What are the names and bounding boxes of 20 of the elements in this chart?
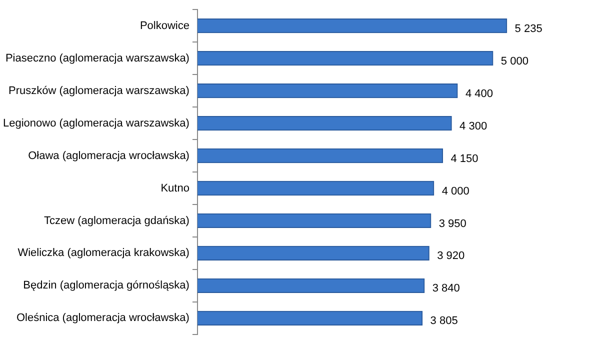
data-label: 3 805 [430, 315, 458, 328]
y-tick-label: Wieliczka (aglomeracja krakowska) [18, 247, 190, 260]
data-label: 3 950 [438, 218, 466, 230]
data-label: 3 840 [432, 282, 460, 295]
y-tick-label: Tczew (aglomeracja gdańska) [44, 214, 190, 227]
data-label: 4 150 [450, 152, 478, 165]
y-tick-label: Piaseczno (aglomeracja warszawska) [5, 52, 190, 64]
data-label: 4 400 [465, 88, 493, 100]
y-tick-label: Będzin (aglomeracja górnośląska) [23, 280, 190, 292]
y-tick-label: Oława (aglomeracja wrocławska) [28, 150, 190, 162]
data-label: 3 920 [437, 250, 465, 262]
y-tick-label: Oleśnica (aglomeracja wrocławska) [16, 312, 190, 324]
y-tick-label: Pruszków (aglomeracja warszawska) [8, 84, 190, 97]
data-label: 5 235 [514, 22, 542, 35]
y-tick-label: Kutno [160, 182, 190, 194]
y-tick-label: Polkowice [140, 20, 190, 32]
data-label: 4 300 [460, 120, 488, 132]
data-label: 4 000 [442, 185, 470, 198]
data-label: 5 000 [500, 55, 528, 68]
y-tick-label: Legionowo (aglomeracja warszawska) [2, 117, 190, 130]
